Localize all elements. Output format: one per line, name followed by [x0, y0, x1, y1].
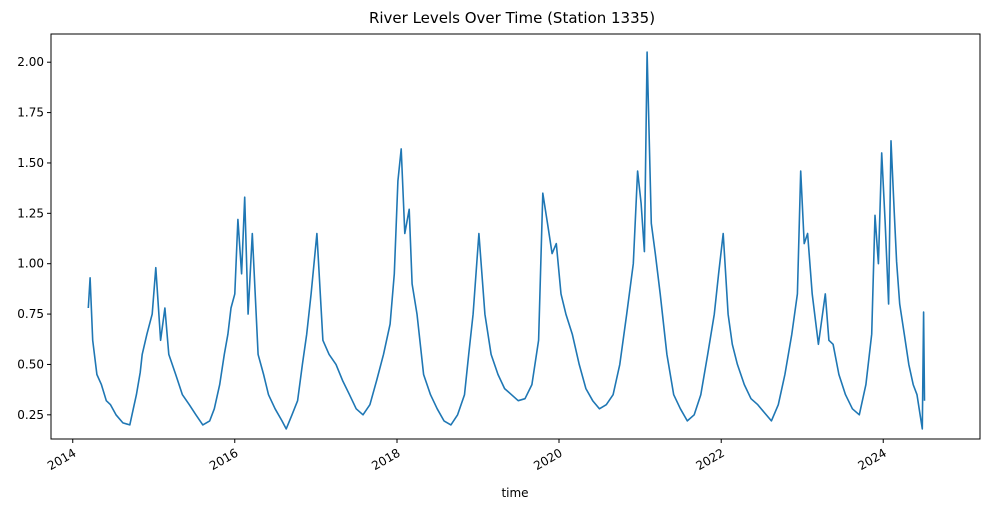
- x-tick-label: 2016: [207, 446, 240, 473]
- plot-area: 0.25 0.50 0.75 1.00 1.25 1.50 1.75 2.00 2014 2016…: [17, 33, 981, 473]
- chart-title: River Levels Over Time (Station 1335): [369, 9, 655, 27]
- y-tick-label: 1.25: [17, 206, 44, 220]
- x-tick-label: 2024: [855, 446, 888, 473]
- y-tick-label: 0.25: [17, 408, 44, 422]
- x-axis-label: time: [501, 486, 528, 500]
- x-tick-label: 2022: [693, 446, 726, 473]
- y-tick-label: 1.50: [17, 156, 44, 170]
- y-tick-label: 0.50: [17, 357, 44, 371]
- x-tick-label: 2018: [369, 446, 402, 473]
- y-tick-label: 0.75: [17, 307, 44, 321]
- plot-frame: [50, 33, 981, 440]
- y-tick-label: 1.75: [17, 106, 44, 120]
- y-tick-label: 2.00: [17, 55, 44, 69]
- x-tick-label: 2020: [531, 446, 564, 473]
- y-tick-label: 1.00: [17, 257, 44, 271]
- series-line-0: [87, 51, 926, 430]
- x-tick-label: 2014: [45, 446, 78, 473]
